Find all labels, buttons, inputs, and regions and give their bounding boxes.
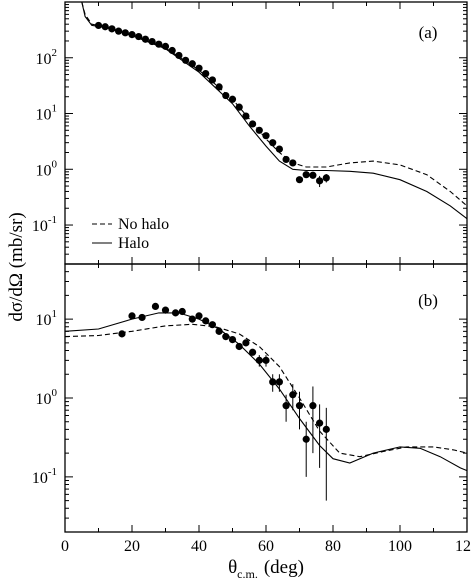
legend-halo-label: Halo [118,235,149,252]
halo-curve [81,1,468,220]
x-axis-label-subscript: c.m. [237,567,258,581]
panel-b-plot: 0 20 40 60 80 100 120 10-1 100 101 [32,264,471,555]
y-tick-label: 100 [36,158,58,179]
data-point [295,402,304,410]
y-tick-label: 101 [36,103,58,124]
data-point [309,171,317,179]
x-tick-label: 100 [388,538,412,555]
x-tick-label: 60 [258,538,274,555]
data-point [316,419,324,427]
data-point [161,306,170,314]
data-point [289,391,297,399]
y-axis-label: dσ/dΩ (mb/sr) [6,212,27,321]
plot-layer: 10-1 100 101 102 0 20 40 60 80 100 120 10-1 100 101 [32,1,471,555]
panel-a-label: (a) [419,23,438,42]
data-point [309,402,317,410]
x-tick-label: 40 [191,538,207,555]
data-point [118,330,126,338]
data-point [138,313,146,322]
x-tick-label: 0 [61,538,69,555]
data-point [235,342,243,351]
x-axis-label-symbol: θ [228,557,237,578]
no-halo-curve [64,323,468,458]
data-point [151,302,160,311]
x-tick-label: 80 [325,538,341,555]
data-point [242,339,250,347]
data-point [282,155,290,164]
x-axis-label-unit: (deg) [264,557,304,578]
data-point [295,176,304,184]
panel-b-frame [64,263,468,533]
x-tick-label: 120 [455,538,471,555]
no-halo-curve [81,1,468,207]
data-point [275,145,283,153]
data-point [202,69,210,78]
y-tick-label: 10-1 [32,466,57,487]
y-tick-label: 102 [36,47,58,68]
y-tick-label: 101 [36,308,58,329]
y-tick-label: 100 [36,387,58,408]
data-point [302,171,310,179]
data-point [249,120,257,128]
data-point [94,21,103,30]
panel-a-plot: 10-1 100 101 102 [32,1,468,264]
data-point [101,23,109,31]
data-point [322,174,330,182]
panel-b-label: (b) [418,291,438,310]
data-point [195,312,203,320]
legend-no-halo-label: No halo [118,216,169,233]
data-point [275,378,283,386]
x-axis-label: θc.m. (deg) [228,557,304,581]
data-point [302,435,310,443]
data-point [255,356,263,364]
data-point [188,60,196,68]
data-point [282,402,290,410]
data-point [195,64,203,72]
data-point [215,327,223,335]
x-tick-label: 20 [124,538,140,555]
data-point [208,76,216,84]
data-point [322,425,330,433]
halo-curve [64,312,468,472]
data-point [222,91,230,100]
data-point [128,312,136,320]
data-point [249,348,257,356]
data-point [316,177,324,185]
y-tick-label: 10-1 [32,214,57,235]
data-point [262,356,270,364]
data-point [269,139,277,147]
data-point [108,25,116,33]
